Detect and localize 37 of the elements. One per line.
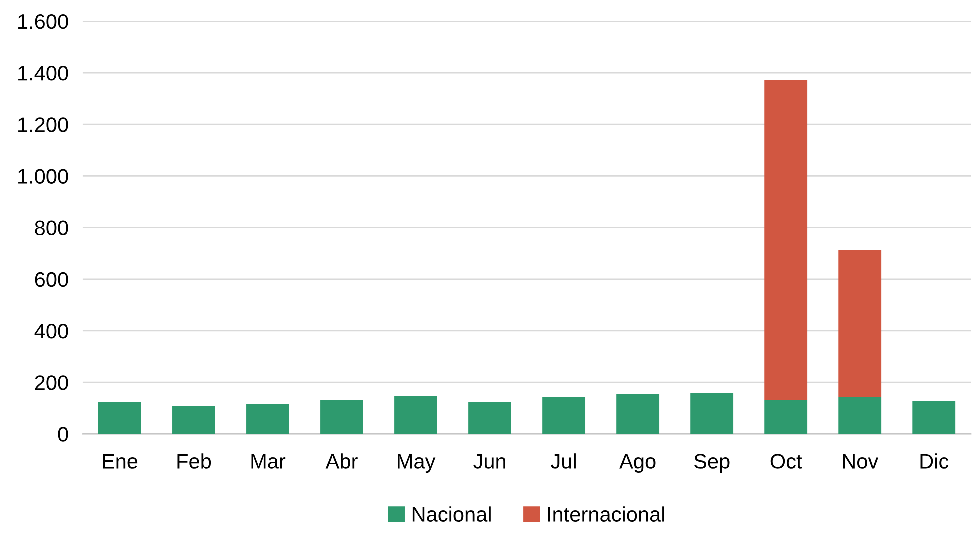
x-tick-label: Feb xyxy=(178,454,212,469)
bar xyxy=(320,400,364,434)
y-tick-label: 1.200 xyxy=(18,118,68,132)
y-tick-label: 800 xyxy=(35,220,68,236)
x-tick-label: Jul xyxy=(551,454,576,469)
bar xyxy=(912,401,956,434)
bar xyxy=(838,250,882,398)
bar xyxy=(98,402,142,434)
bar xyxy=(764,80,808,400)
x-tick-label: May xyxy=(398,454,436,474)
x-tick-label: Jun xyxy=(474,454,506,469)
y-tick-label: 1.000 xyxy=(18,169,68,184)
x-tick-label: Sep xyxy=(694,454,730,474)
legend-label: Internacional xyxy=(548,506,664,522)
bar xyxy=(838,397,882,434)
legend-label: Nacional xyxy=(412,506,491,522)
bar xyxy=(764,400,808,434)
bar xyxy=(690,393,734,434)
x-tick-label: Abr xyxy=(326,454,358,469)
bar xyxy=(394,396,438,434)
y-tick-label: 600 xyxy=(35,272,68,288)
bar xyxy=(246,404,290,434)
y-tick-label: 400 xyxy=(34,324,68,339)
x-tick-label: Mar xyxy=(252,454,286,469)
bar xyxy=(616,394,660,434)
x-tick-label: Ago xyxy=(620,454,656,474)
x-tick-label: Nov xyxy=(843,454,879,469)
y-tick-label: 200 xyxy=(35,376,68,390)
x-tick-label: Dic xyxy=(920,454,949,469)
y-tick-label: 1.600 xyxy=(18,14,68,30)
bar xyxy=(468,402,512,434)
x-tick-label: Ene xyxy=(103,454,138,469)
y-tick-label: 1.400 xyxy=(18,66,68,81)
x-tick-label: Oct xyxy=(770,454,802,469)
bar xyxy=(172,406,216,434)
bar xyxy=(542,397,586,434)
y-tick-label: 0 xyxy=(58,427,68,442)
